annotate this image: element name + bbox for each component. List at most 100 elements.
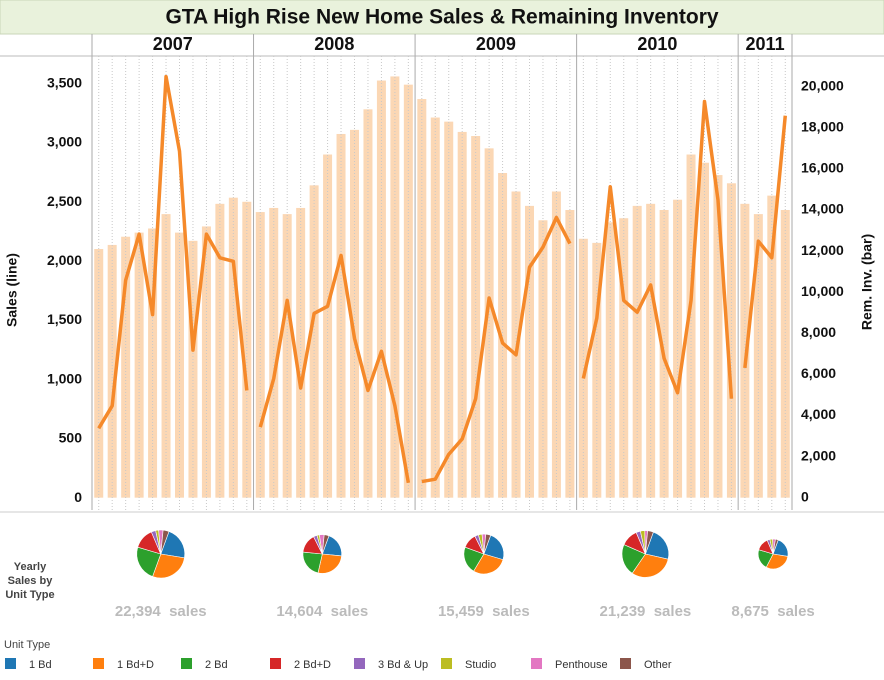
y2-tick-label: 18,000: [801, 119, 844, 135]
y-tick-label: 0: [74, 489, 82, 505]
bar: [148, 228, 158, 498]
sales-total: 22,394 sales: [115, 603, 207, 620]
chart-title: GTA High Rise New Home Sales & Remaining…: [165, 6, 718, 29]
y2-tick-label: 12,000: [801, 242, 844, 258]
pie-slice: [152, 553, 185, 579]
pie-caption: Unit Type: [5, 589, 54, 601]
bar: [632, 205, 642, 498]
y-tick-label: 2,500: [47, 193, 82, 209]
bar: [444, 121, 454, 498]
y2-tick-label: 16,000: [801, 160, 844, 176]
sales-total: 15,459 sales: [438, 603, 530, 620]
year-label: 2009: [476, 34, 516, 54]
bar: [713, 175, 723, 498]
bar: [525, 205, 534, 498]
legend-label: Other: [644, 659, 672, 671]
bar: [726, 183, 736, 498]
year-label: 2011: [746, 34, 785, 54]
bar: [619, 218, 629, 498]
bar: [363, 109, 373, 498]
bar: [161, 214, 171, 498]
bar: [605, 222, 615, 498]
legend-label: Penthouse: [555, 659, 608, 671]
year-label: 2008: [314, 34, 354, 54]
bar: [188, 240, 198, 498]
bar: [700, 162, 709, 498]
y-tick-label: 500: [59, 430, 83, 446]
y2-tick-label: 4,000: [801, 406, 836, 422]
legend-swatch: [620, 658, 631, 669]
pie-caption: Yearly: [14, 561, 47, 573]
bar: [242, 201, 252, 498]
y2-tick-label: 10,000: [801, 283, 844, 299]
pie-slice: [631, 553, 669, 578]
bar: [296, 207, 306, 498]
bar: [538, 220, 548, 498]
bar: [350, 129, 359, 498]
y-tick-label: 1,000: [47, 370, 82, 386]
sales-line: [258, 253, 411, 484]
sales-line: [743, 115, 788, 369]
bar: [430, 117, 440, 498]
bar: [255, 212, 265, 498]
pie-slice: [160, 529, 170, 555]
sales-total: 14,604 sales: [276, 603, 368, 620]
legend-swatch: [441, 658, 452, 669]
pie-slice: [772, 538, 779, 555]
legend-label: 3 Bd & Up: [378, 659, 428, 671]
pie-slice: [136, 546, 162, 577]
bar: [94, 249, 104, 498]
bar: [592, 242, 602, 498]
grid: [91, 34, 793, 510]
bar: [376, 80, 386, 498]
lines: [97, 74, 788, 484]
legend-swatch: [93, 658, 104, 669]
bar: [403, 84, 413, 498]
y-axis-label: Sales (line): [4, 253, 20, 327]
year-label: 2007: [153, 34, 193, 54]
bar: [753, 214, 763, 498]
year-label: 2010: [637, 34, 677, 54]
y-tick-label: 1,500: [47, 311, 82, 327]
legend-label: Studio: [465, 659, 496, 671]
bar: [673, 199, 683, 498]
legend-label: 2 Bd: [205, 659, 228, 671]
sales-line: [421, 215, 572, 484]
legend-swatch: [181, 658, 192, 669]
bar: [767, 195, 777, 498]
sales-line: [581, 99, 734, 399]
pie-slice: [645, 530, 654, 555]
y-tick-label: 2,000: [47, 252, 82, 268]
sales-line: [97, 74, 249, 430]
y2-tick-label: 20,000: [801, 77, 844, 93]
pie-slice: [317, 553, 342, 574]
legend-swatch: [270, 658, 281, 669]
bar: [417, 99, 427, 498]
pie-caption: Sales by: [8, 575, 54, 587]
bar: [336, 133, 346, 498]
y2-tick-label: 8,000: [801, 324, 836, 340]
bar: [282, 214, 292, 498]
bar: [269, 207, 279, 498]
pie-slice: [483, 534, 505, 561]
pie-slice: [765, 553, 789, 570]
bar: [121, 236, 131, 498]
sales-total: 21,239 sales: [600, 603, 692, 620]
y2-tick-label: 0: [801, 488, 809, 504]
pie-slice: [322, 534, 330, 555]
sales-total: 8,675 sales: [731, 603, 814, 620]
legend-title: Unit Type: [4, 639, 50, 651]
pie-slice: [483, 533, 492, 555]
y2-tick-label: 6,000: [801, 365, 836, 381]
legend-label: 2 Bd+D: [294, 659, 331, 671]
y-tick-label: 3,000: [47, 134, 82, 150]
y2-axis-label: Rem. Inv. (bar): [859, 234, 875, 330]
legend-label: 1 Bd+D: [117, 659, 154, 671]
legend-label: 1 Bd: [29, 659, 52, 671]
y2-tick-label: 14,000: [801, 201, 844, 217]
y2-tick-label: 2,000: [801, 447, 836, 463]
pie-slice: [621, 544, 646, 574]
legend-swatch: [531, 658, 542, 669]
bar: [471, 136, 481, 498]
